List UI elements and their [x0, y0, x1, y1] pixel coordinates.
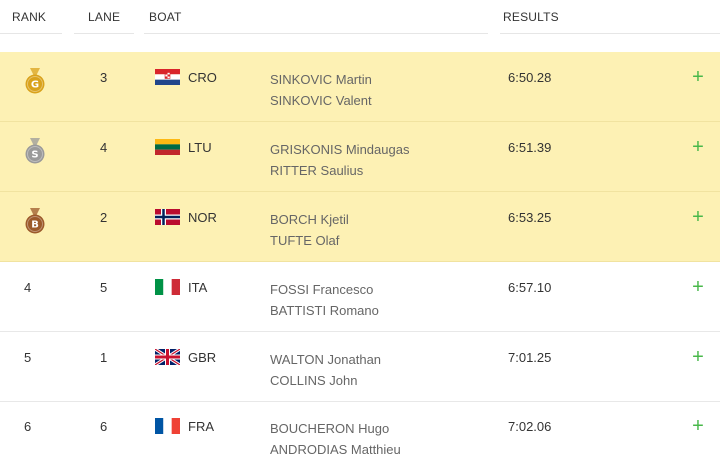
result-time: 7:02.06: [508, 419, 552, 434]
gold-medal-icon: G: [24, 68, 46, 94]
result-time: 6:51.39: [508, 140, 552, 155]
athlete-name: COLLINS John: [270, 373, 358, 388]
rank-number: 4: [24, 280, 32, 295]
athlete-name: SINKOVIC Valent: [270, 93, 372, 108]
svg-text:G: G: [31, 80, 39, 91]
rank-number: 5: [24, 350, 32, 365]
table-header: RANK LANE BOAT RESULTS: [0, 0, 720, 52]
table-row[interactable]: 5 1 GBR WALTON Jonathan COLLINS John 7:0…: [0, 332, 720, 402]
lane-number: 1: [100, 350, 108, 365]
athlete-name: SINKOVIC Martin: [270, 72, 372, 87]
athlete-names: BOUCHERON Hugo ANDRODIAS Matthieu: [270, 418, 401, 460]
svg-text:B: B: [31, 220, 39, 231]
lane-number: 5: [100, 280, 108, 295]
header-rank: RANK: [0, 0, 62, 34]
expand-plus-icon[interactable]: +: [692, 206, 704, 228]
table-row[interactable]: S 4 LTU GRISKONIS Mindaugas RITTER Sauli…: [0, 122, 720, 192]
country-code: ITA: [188, 280, 208, 295]
bronze-medal-icon: B: [24, 208, 46, 234]
result-time: 7:01.25: [508, 350, 552, 365]
result-time: 6:57.10: [508, 280, 552, 295]
expand-plus-icon[interactable]: +: [692, 66, 704, 88]
header-boat: BOAT: [144, 0, 488, 34]
lane-number: 6: [100, 419, 108, 434]
expand-plus-icon[interactable]: +: [692, 136, 704, 158]
athlete-names: WALTON Jonathan COLLINS John: [270, 349, 381, 391]
country-code: GBR: [188, 350, 217, 365]
croatia-flag-icon: [155, 69, 180, 85]
lithuania-flag-icon: [155, 139, 180, 155]
athlete-names: GRISKONIS Mindaugas RITTER Saulius: [270, 139, 409, 181]
athlete-names: BORCH Kjetil TUFTE Olaf: [270, 209, 349, 251]
athlete-name: BATTISTI Romano: [270, 303, 379, 318]
country-code: NOR: [188, 210, 217, 225]
athlete-names: SINKOVIC Martin SINKOVIC Valent: [270, 69, 372, 111]
athlete-name: ANDRODIAS Matthieu: [270, 442, 401, 457]
country-code: FRA: [188, 419, 214, 434]
expand-plus-icon[interactable]: +: [692, 276, 704, 298]
silver-medal-icon: S: [24, 138, 46, 164]
result-time: 6:53.25: [508, 210, 552, 225]
norway-flag-icon: [155, 209, 180, 225]
athlete-name: WALTON Jonathan: [270, 352, 382, 367]
expand-plus-icon[interactable]: +: [692, 415, 704, 437]
france-flag-icon: [155, 418, 180, 434]
table-row[interactable]: B 2 NOR BORCH Kjetil TUFTE Olaf 6:53.25 …: [0, 192, 720, 262]
athlete-name: TUFTE Olaf: [270, 233, 340, 248]
header-results: RESULTS: [500, 0, 720, 34]
lane-number: 4: [100, 140, 108, 155]
athlete-name: RITTER Saulius: [270, 163, 364, 178]
svg-text:S: S: [31, 150, 38, 161]
country-code: LTU: [188, 140, 212, 155]
athlete-name: BORCH Kjetil: [270, 212, 349, 227]
lane-number: 2: [100, 210, 108, 225]
result-time: 6:50.28: [508, 70, 552, 85]
athlete-name: BOUCHERON Hugo: [270, 421, 390, 436]
table-row[interactable]: 4 5 ITA FOSSI Francesco BATTISTI Romano …: [0, 262, 720, 332]
lane-number: 3: [100, 70, 108, 85]
italy-flag-icon: [155, 279, 180, 295]
expand-plus-icon[interactable]: +: [692, 346, 704, 368]
uk-flag-icon: [155, 349, 180, 365]
header-lane: LANE: [74, 0, 134, 34]
country-code: CRO: [188, 70, 217, 85]
athlete-name: FOSSI Francesco: [270, 282, 374, 297]
athlete-name: GRISKONIS Mindaugas: [270, 142, 410, 157]
athlete-names: FOSSI Francesco BATTISTI Romano: [270, 279, 379, 321]
rank-number: 6: [24, 419, 32, 434]
table-row[interactable]: G 3 CRO SINKOVIC Martin SINKOVIC Valent …: [0, 52, 720, 122]
table-row[interactable]: 6 6 FRA BOUCHERON Hugo ANDRODIAS Matthie…: [0, 401, 720, 463]
